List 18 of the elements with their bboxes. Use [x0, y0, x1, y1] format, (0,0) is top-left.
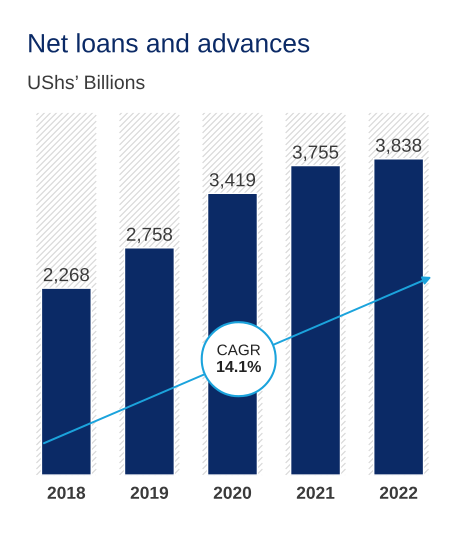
data-label: 3,755 — [292, 145, 338, 161]
bar — [124, 247, 176, 476]
data-label: 3,419 — [210, 173, 256, 189]
data-label: 3,838 — [376, 138, 422, 154]
x-tick-label: 2018 — [48, 486, 86, 499]
bar — [373, 158, 424, 476]
x-tick-label: 2022 — [380, 486, 418, 499]
annotation: 14.1% — [217, 360, 261, 372]
bar — [40, 287, 92, 476]
chart-title: Net loans and advances — [29, 33, 310, 53]
bar — [290, 164, 342, 476]
x-tick-label: 2021 — [296, 486, 334, 499]
chart-subtitle: UShs’ Billions — [28, 74, 144, 90]
x-tick-label: 2020 — [214, 486, 252, 499]
annotation: CAGR — [217, 344, 260, 356]
x-tick-label: 2019 — [130, 486, 168, 499]
data-label: 2,268 — [44, 268, 89, 284]
data-label: 2,758 — [126, 228, 172, 244]
